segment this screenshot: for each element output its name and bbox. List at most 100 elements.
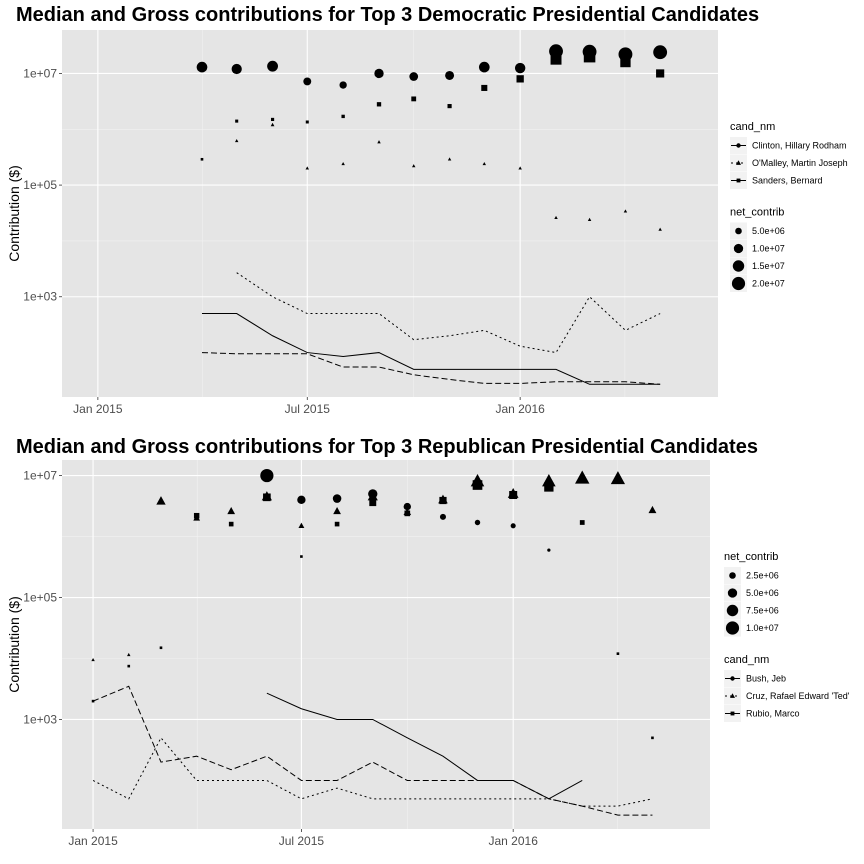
gross-point-bush-jeb xyxy=(510,523,516,529)
legend-entry-label: O'Malley, Martin Joseph xyxy=(752,158,848,168)
gross-point-rubio-marco xyxy=(404,510,411,517)
gross-point-clinton-hillary-rodham xyxy=(339,81,347,89)
gross-point-o-malley-martin-joseph xyxy=(623,209,628,213)
legend-cand-nm: cand_nm Clinton, Hillary Rodham O'Malley, … xyxy=(730,121,848,189)
gross-point-clinton-hillary-rodham xyxy=(374,68,384,79)
legend-cand-nm: cand_nm Bush, Jeb Cruz, Rafael Edward 'Ted… xyxy=(724,654,850,722)
gross-point-cruz-rafael-edward-ted xyxy=(127,652,131,657)
gross-point-o-malley-martin-joseph xyxy=(341,161,345,166)
y-tick-label: 1e+07 xyxy=(23,469,57,483)
legend-size-circle-icon xyxy=(735,227,742,235)
gross-point-sanders-bernard xyxy=(235,119,239,123)
gross-point-rubio-marco xyxy=(300,555,303,558)
x-tick-label: Jan 2016 xyxy=(495,402,545,416)
gross-point-rubio-marco xyxy=(159,646,163,650)
gross-point-o-malley-martin-joseph xyxy=(554,215,558,220)
gross-point-sanders-bernard xyxy=(481,84,488,91)
gross-point-clinton-hillary-rodham xyxy=(653,45,668,60)
y-tick-label: 1e+07 xyxy=(23,66,57,80)
x-tick-label: Jan 2015 xyxy=(73,402,123,416)
chart-title: Median and Gross contributions for Top 3… xyxy=(16,436,758,458)
legend-entry-label: Sanders, Bernard xyxy=(752,176,823,186)
legend-entry-label: Clinton, Hillary Rodham xyxy=(752,141,847,151)
y-axis-label: Contribution ($) xyxy=(6,596,22,693)
gross-point-rubio-marco xyxy=(616,652,620,655)
gross-point-rubio-marco xyxy=(651,736,654,740)
legend-entry-label: 2.5e+06 xyxy=(746,571,779,581)
gross-point-cruz-rafael-edward-ted xyxy=(610,471,626,485)
gross-point-bush-jeb xyxy=(439,513,446,520)
legend-entry-label: 1.0e+07 xyxy=(752,244,785,254)
y-tick-label: 1e+05 xyxy=(23,178,57,192)
gross-point-o-malley-martin-joseph xyxy=(305,166,309,170)
gross-point-rubio-marco xyxy=(509,491,518,500)
gross-point-rubio-marco xyxy=(544,482,554,492)
gross-point-clinton-hillary-rodham xyxy=(267,60,278,72)
gross-point-sanders-bernard xyxy=(376,102,382,107)
gross-point-bush-jeb xyxy=(332,494,342,503)
gross-point-o-malley-martin-joseph xyxy=(447,157,452,161)
gross-point-o-malley-martin-joseph xyxy=(587,217,592,221)
chart-title: Median and Gross contributions for Top 3… xyxy=(16,4,759,26)
legend-entry-label: 7.5e+06 xyxy=(746,606,779,616)
gross-point-sanders-bernard xyxy=(516,75,524,83)
gross-point-rubio-marco xyxy=(193,512,200,519)
gross-point-cruz-rafael-edward-ted xyxy=(227,507,236,515)
plot-background xyxy=(62,30,718,397)
gross-point-sanders-bernard xyxy=(200,157,204,161)
legend-size-circle-icon xyxy=(729,572,736,579)
grid-group xyxy=(62,460,710,829)
legend-square-icon xyxy=(736,178,741,183)
legend-size-circle-icon xyxy=(732,260,745,272)
x-tick-label: Jan 2015 xyxy=(68,834,118,848)
gross-point-rubio-marco xyxy=(334,521,340,527)
republican-chart-panel: Median and Gross contributions for Top 3… xyxy=(0,432,864,864)
legend-circle-icon xyxy=(730,676,735,681)
gross-point-o-malley-martin-joseph xyxy=(377,140,381,144)
legend-entry-label: 2.0e+07 xyxy=(752,279,785,289)
gross-point-rubio-marco xyxy=(228,521,234,527)
gross-point-rubio-marco xyxy=(439,496,447,505)
median-line-rubio-marco xyxy=(92,685,653,816)
gross-point-bush-jeb xyxy=(260,468,274,483)
legend-size-circle-icon xyxy=(733,243,744,254)
gross-point-o-malley-martin-joseph xyxy=(658,227,662,231)
legend-circle-icon xyxy=(736,143,741,148)
gross-point-clinton-hillary-rodham xyxy=(196,61,208,73)
republican-chart-svg: Median and Gross contributions for Top 3… xyxy=(6,436,850,848)
gross-point-rubio-marco xyxy=(579,520,585,525)
series-rubio-marco xyxy=(91,480,654,816)
gross-point-cruz-rafael-edward-ted xyxy=(575,470,590,484)
gross-point-rubio-marco xyxy=(91,699,95,703)
data-group xyxy=(91,468,657,816)
gross-point-o-malley-martin-joseph xyxy=(411,164,416,168)
y-tick-label: 1e+03 xyxy=(23,290,57,304)
gross-point-rubio-marco xyxy=(263,493,271,502)
legend-size-circle-icon xyxy=(726,604,739,617)
gross-point-sanders-bernard xyxy=(583,50,596,63)
y-tick-label: 1e+05 xyxy=(23,591,57,605)
gross-point-clinton-hillary-rodham xyxy=(231,63,242,75)
legend-net-contrib: net_contrib 2.5e+06 5.0e+06 7.5e+06 1.0e+07 xyxy=(724,551,779,637)
legend-size-circle-icon xyxy=(731,276,746,291)
gross-point-cruz-rafael-edward-ted xyxy=(156,496,166,505)
y-tick-label: 1e+03 xyxy=(23,712,57,726)
gross-point-bush-jeb xyxy=(474,519,481,526)
gross-point-clinton-hillary-rodham xyxy=(409,72,419,81)
median-line-sanders-bernard xyxy=(201,352,661,385)
gross-point-bush-jeb xyxy=(297,495,306,505)
gross-point-sanders-bernard xyxy=(411,96,417,102)
gross-point-cruz-rafael-edward-ted xyxy=(367,491,378,501)
gross-point-o-malley-martin-joseph xyxy=(270,122,275,127)
gross-point-o-malley-martin-joseph xyxy=(518,166,522,170)
legend-net-contrib: net_contrib 5.0e+06 1.0e+07 1.5e+07 2.0e+07 xyxy=(730,207,785,292)
gross-point-clinton-hillary-rodham xyxy=(514,62,526,74)
gross-point-cruz-rafael-edward-ted xyxy=(333,507,341,515)
legend-entry-label: 5.0e+06 xyxy=(752,226,785,236)
median-line-clinton-hillary-rodham xyxy=(201,313,661,385)
gross-point-clinton-hillary-rodham xyxy=(303,77,312,86)
series-o-malley-martin-joseph xyxy=(234,122,662,354)
x-tick-label: Jan 2016 xyxy=(488,834,538,848)
gross-point-sanders-bernard xyxy=(270,117,275,122)
gross-point-sanders-bernard xyxy=(620,56,631,68)
